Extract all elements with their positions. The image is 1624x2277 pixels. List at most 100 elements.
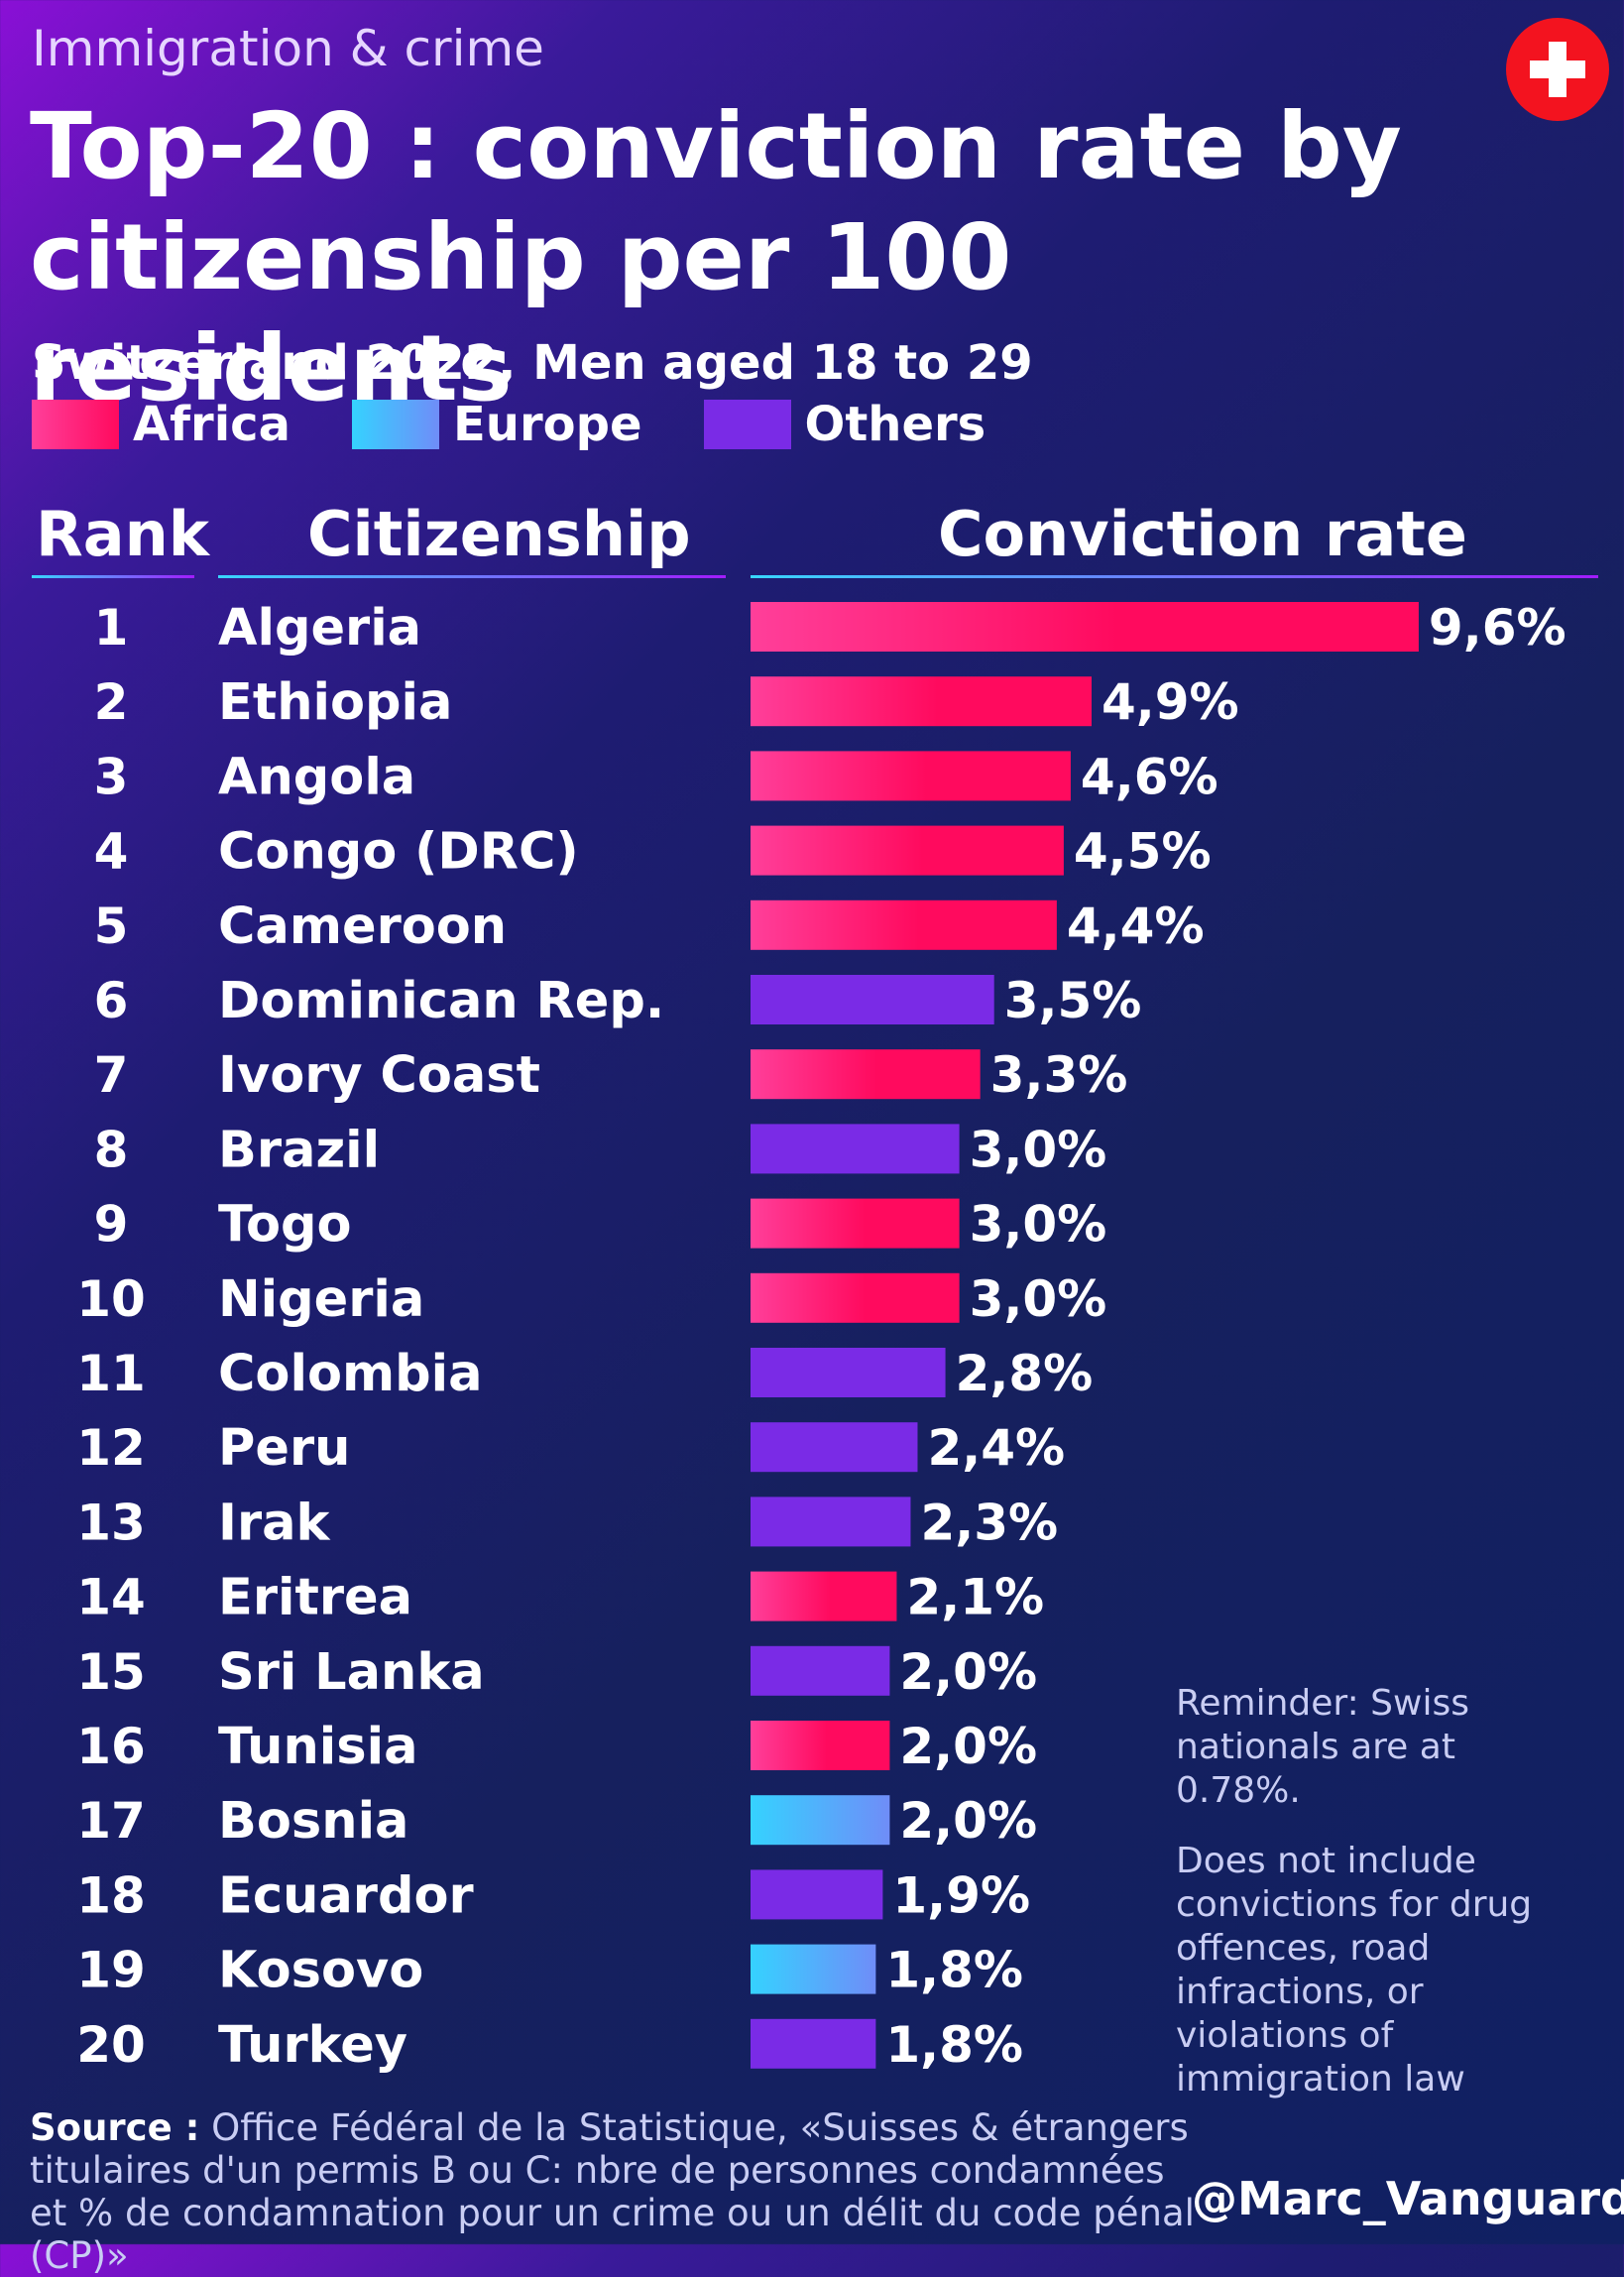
legend-swatch-others <box>703 400 791 449</box>
legend-swatch-africa <box>32 400 119 449</box>
legend-item-europe: Europe <box>352 397 642 452</box>
category-label-sri-lanka: Sri Lanka <box>218 1643 485 1702</box>
legend-item-others: Others <box>703 397 986 452</box>
rank-label-bosnia: 17 <box>76 1792 146 1850</box>
rank-label-dominican-rep: 6 <box>94 972 129 1029</box>
rank-label-nigeria: 10 <box>76 1270 146 1328</box>
category-label-bosnia: Bosnia <box>218 1792 408 1851</box>
note-exclusion: Does not include convictions for drug of… <box>1176 1841 1533 2099</box>
value-label-algeria: 9,6% <box>1429 599 1566 657</box>
rule-rank <box>32 575 194 578</box>
bar-colombia <box>751 1348 946 1397</box>
rule-conviction-rate <box>751 575 1598 578</box>
category-label-ecuardor: Ecuardor <box>218 1866 474 1925</box>
rank-label-brazil: 8 <box>94 1121 129 1178</box>
bar-brazil <box>751 1124 960 1174</box>
category-label-irak: Irak <box>218 1494 331 1552</box>
category-label-eritrea: Eritrea <box>218 1569 412 1627</box>
bar-ivory-coast <box>751 1049 981 1100</box>
legend-label-africa: Africa <box>133 397 290 452</box>
author-handle: @Marc_Vanguard_i <box>1192 2172 1624 2225</box>
bar-irak <box>751 1497 911 1547</box>
bar-ethiopia <box>751 676 1092 727</box>
bar-cameroon <box>751 899 1057 950</box>
category-label-cameroon: Cameroon <box>218 898 507 956</box>
rank-label-peru: 12 <box>76 1419 146 1477</box>
value-label-sri-lanka: 2,0% <box>899 1643 1037 1701</box>
bar-tunisia <box>751 1721 890 1770</box>
bar-eritrea <box>751 1571 897 1621</box>
rank-label-ethiopia: 2 <box>94 673 129 731</box>
rank-label-togo: 9 <box>94 1196 129 1254</box>
bar-bosnia <box>751 1795 890 1846</box>
value-label-congo-drc: 4,5% <box>1074 823 1212 881</box>
value-label-togo: 3,0% <box>970 1196 1107 1254</box>
category-label-colombia: Colombia <box>218 1345 483 1403</box>
bar-algeria <box>751 602 1419 652</box>
rank-label-irak: 13 <box>76 1494 146 1551</box>
rank-label-cameroon: 5 <box>94 898 129 955</box>
column-header-conviction-rate: Conviction rate <box>938 498 1467 570</box>
legend-swatch-europe <box>352 400 439 449</box>
bar-peru <box>751 1422 918 1473</box>
rank-label-algeria: 1 <box>94 599 129 657</box>
value-label-peru: 2,4% <box>927 1419 1065 1477</box>
bar-congo-drc <box>751 825 1064 876</box>
bar-ecuardor <box>751 1869 883 1920</box>
source-text: Office Fédéral de la Statistique, «Suiss… <box>30 2106 1195 2277</box>
value-label-bosnia: 2,0% <box>899 1792 1037 1850</box>
legend-label-europe: Europe <box>453 397 642 452</box>
column-header-rank: Rank <box>36 498 209 570</box>
category-label-brazil: Brazil <box>218 1121 380 1179</box>
category-label-algeria: Algeria <box>218 599 421 658</box>
swiss-flag-icon <box>1506 18 1609 121</box>
value-label-nigeria: 3,0% <box>970 1270 1107 1328</box>
value-label-ivory-coast: 3,3% <box>990 1046 1128 1104</box>
kicker-text: Immigration & crime <box>32 20 544 77</box>
rank-label-turkey: 20 <box>76 2016 146 2074</box>
category-label-congo-drc: Congo (DRC) <box>218 823 579 882</box>
category-label-kosovo: Kosovo <box>218 1942 423 2000</box>
bar-turkey <box>751 2018 876 2069</box>
legend: Africa Europe Others <box>32 397 1047 452</box>
rank-label-ecuardor: 18 <box>76 1866 146 1924</box>
value-label-ethiopia: 4,9% <box>1102 673 1239 731</box>
value-label-brazil: 3,0% <box>970 1121 1107 1178</box>
bar-sri-lanka <box>751 1645 890 1696</box>
value-label-eritrea: 2,1% <box>906 1569 1044 1626</box>
value-label-kosovo: 1,8% <box>885 1942 1023 1999</box>
category-label-peru: Peru <box>218 1419 350 1478</box>
value-label-colombia: 2,8% <box>956 1345 1094 1402</box>
bar-kosovo <box>751 1944 876 1994</box>
source-label: Source : <box>30 2106 200 2149</box>
rank-label-kosovo: 19 <box>76 1942 146 1999</box>
category-label-tunisia: Tunisia <box>218 1718 418 1776</box>
value-label-angola: 4,6% <box>1081 748 1218 805</box>
category-label-ethiopia: Ethiopia <box>218 673 452 732</box>
note-reminder: Reminder: Swiss nationals are at 0.78%. <box>1176 1683 1469 1811</box>
chart-subtitle: Switzerland 2022, Men aged 18 to 29 <box>32 335 1033 391</box>
rank-label-angola: 3 <box>94 748 129 805</box>
bar-dominican-rep <box>751 975 994 1024</box>
column-header-citizenship: Citizenship <box>307 498 691 570</box>
category-label-ivory-coast: Ivory Coast <box>218 1046 540 1105</box>
rank-label-eritrea: 14 <box>76 1569 146 1626</box>
value-label-ecuardor: 1,9% <box>892 1866 1030 1924</box>
rank-label-congo-drc: 4 <box>94 823 129 881</box>
category-label-togo: Togo <box>218 1196 352 1255</box>
legend-label-others: Others <box>804 397 986 452</box>
chart-title: Top-20 : conviction rate by citizenship … <box>30 93 1402 421</box>
rank-label-tunisia: 16 <box>76 1718 146 1775</box>
value-label-dominican-rep: 3,5% <box>1004 972 1142 1029</box>
bar-togo <box>751 1198 960 1249</box>
category-label-turkey: Turkey <box>218 2016 407 2075</box>
value-label-turkey: 1,8% <box>885 2016 1023 2074</box>
value-label-cameroon: 4,4% <box>1067 898 1205 955</box>
bar-angola <box>751 751 1071 801</box>
rank-label-colombia: 11 <box>76 1345 146 1402</box>
value-label-irak: 2,3% <box>920 1494 1058 1551</box>
rank-label-ivory-coast: 7 <box>94 1046 129 1104</box>
legend-item-africa: Africa <box>32 397 290 452</box>
category-label-angola: Angola <box>218 748 415 806</box>
